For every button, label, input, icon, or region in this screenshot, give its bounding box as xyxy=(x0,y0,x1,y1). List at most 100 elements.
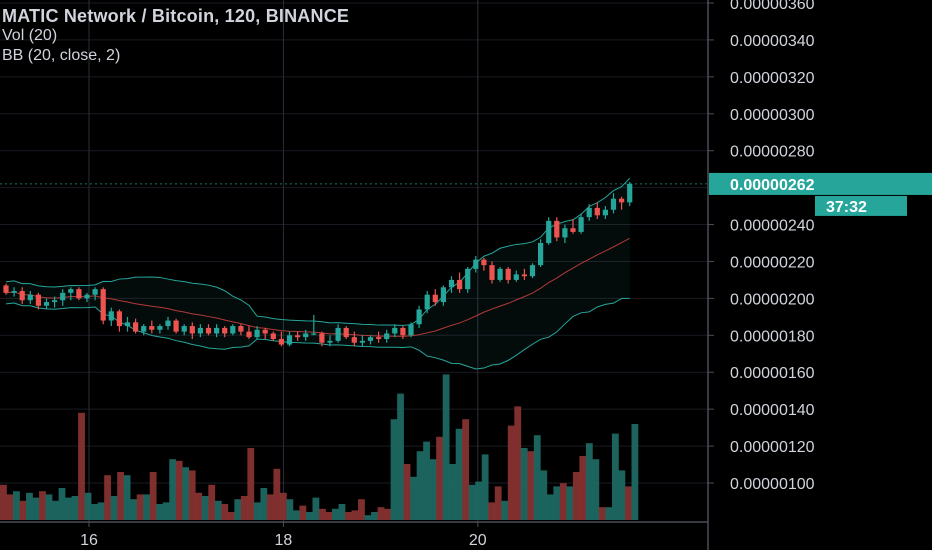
candle-body xyxy=(497,268,503,280)
candle xyxy=(19,287,25,304)
volume-bar xyxy=(423,441,430,520)
volume-bar xyxy=(214,500,222,520)
candle xyxy=(489,261,495,284)
candle xyxy=(497,267,503,282)
volume-bar xyxy=(123,475,131,520)
candle-body xyxy=(205,327,212,334)
price-tick-label: 0.00000300 xyxy=(730,107,815,124)
candle xyxy=(529,263,536,279)
candle-body xyxy=(286,335,293,345)
candle xyxy=(3,283,9,295)
candle xyxy=(133,318,139,334)
candle-body xyxy=(392,327,398,334)
volume-bar xyxy=(221,504,229,520)
candle xyxy=(335,324,341,343)
volume-bar xyxy=(416,451,424,520)
volume-bar xyxy=(136,494,144,520)
candle-body xyxy=(554,220,560,238)
candle xyxy=(246,326,252,339)
volume-bar xyxy=(624,486,632,520)
candle xyxy=(359,335,365,347)
volume-indicator-label[interactable]: Vol (20) xyxy=(2,27,58,44)
symbol-title[interactable]: MATIC Network / Bitcoin, 120, BINANCE xyxy=(2,6,350,26)
candle-body xyxy=(529,265,536,277)
volume-bar xyxy=(572,472,580,520)
volume-bar xyxy=(305,512,313,520)
candle xyxy=(84,292,90,303)
volume-bar xyxy=(201,496,209,520)
candle xyxy=(278,331,284,347)
candle-body xyxy=(246,331,252,338)
volume-bar xyxy=(279,492,287,520)
candle-body xyxy=(384,333,390,339)
volume-bar xyxy=(410,476,417,520)
candle-body xyxy=(181,326,187,332)
bollinger-indicator-label[interactable]: BB (20, close, 2) xyxy=(2,47,121,64)
bollinger-band-fill xyxy=(6,178,630,370)
price-tick-label: 0.00000320 xyxy=(730,70,815,87)
volume-bar xyxy=(436,436,443,520)
bollinger-fill xyxy=(6,178,630,370)
candle xyxy=(538,239,544,267)
candle-body xyxy=(448,279,455,288)
volume-bar xyxy=(169,459,177,520)
candle-body xyxy=(359,340,365,343)
candle-body xyxy=(11,291,17,293)
candle-body xyxy=(295,335,301,338)
candle-body xyxy=(440,287,446,303)
candle-body xyxy=(214,327,220,334)
volume-bar xyxy=(175,460,183,520)
candle xyxy=(586,204,592,221)
volume-bar xyxy=(507,425,515,520)
volume-bar xyxy=(533,435,541,520)
candle xyxy=(303,329,309,341)
candle xyxy=(594,202,600,219)
time-tick-label: 16 xyxy=(80,532,98,549)
volume-bar xyxy=(468,484,476,520)
time-axis[interactable]: 16 18 20 xyxy=(0,521,708,549)
candle-body xyxy=(513,274,519,280)
volume-bar xyxy=(462,419,470,520)
volume-bar xyxy=(442,374,450,520)
candle-body xyxy=(68,289,74,293)
candle xyxy=(546,217,552,245)
candle-body xyxy=(19,291,25,301)
volume-bar xyxy=(397,393,404,520)
candle xyxy=(27,291,33,304)
volume-bar xyxy=(475,481,483,520)
price-tick-label: 0.00000340 xyxy=(730,33,815,50)
candle xyxy=(11,287,17,297)
candle-body xyxy=(619,198,625,203)
last-price-badge xyxy=(709,172,932,195)
candle xyxy=(68,287,74,301)
volume-bar xyxy=(182,467,190,520)
candle-body xyxy=(270,333,276,339)
candle xyxy=(92,287,98,301)
candle-body xyxy=(586,207,592,218)
volume-bar xyxy=(143,494,151,520)
volume-bar xyxy=(455,428,463,520)
candle xyxy=(205,324,212,336)
candle xyxy=(602,206,608,219)
volume-bar xyxy=(299,505,307,520)
candle xyxy=(181,324,187,336)
candle xyxy=(416,305,422,328)
volume-bar xyxy=(26,492,33,520)
candle xyxy=(351,331,357,347)
candle-body xyxy=(538,243,544,266)
candle-body xyxy=(43,302,50,306)
candle xyxy=(270,331,276,341)
candle xyxy=(286,331,293,347)
volume-bar xyxy=(403,464,411,520)
price-axis[interactable]: 0.00000360 0.00000340 0.00000320 0.00000300… xyxy=(707,0,815,550)
candle-body xyxy=(457,279,463,290)
candle xyxy=(189,322,195,339)
candle xyxy=(554,217,560,242)
candle xyxy=(254,326,260,339)
candle xyxy=(505,267,511,284)
candle xyxy=(473,255,479,273)
volume-bar xyxy=(130,499,138,520)
candle-body xyxy=(489,265,495,280)
candle xyxy=(262,327,268,339)
